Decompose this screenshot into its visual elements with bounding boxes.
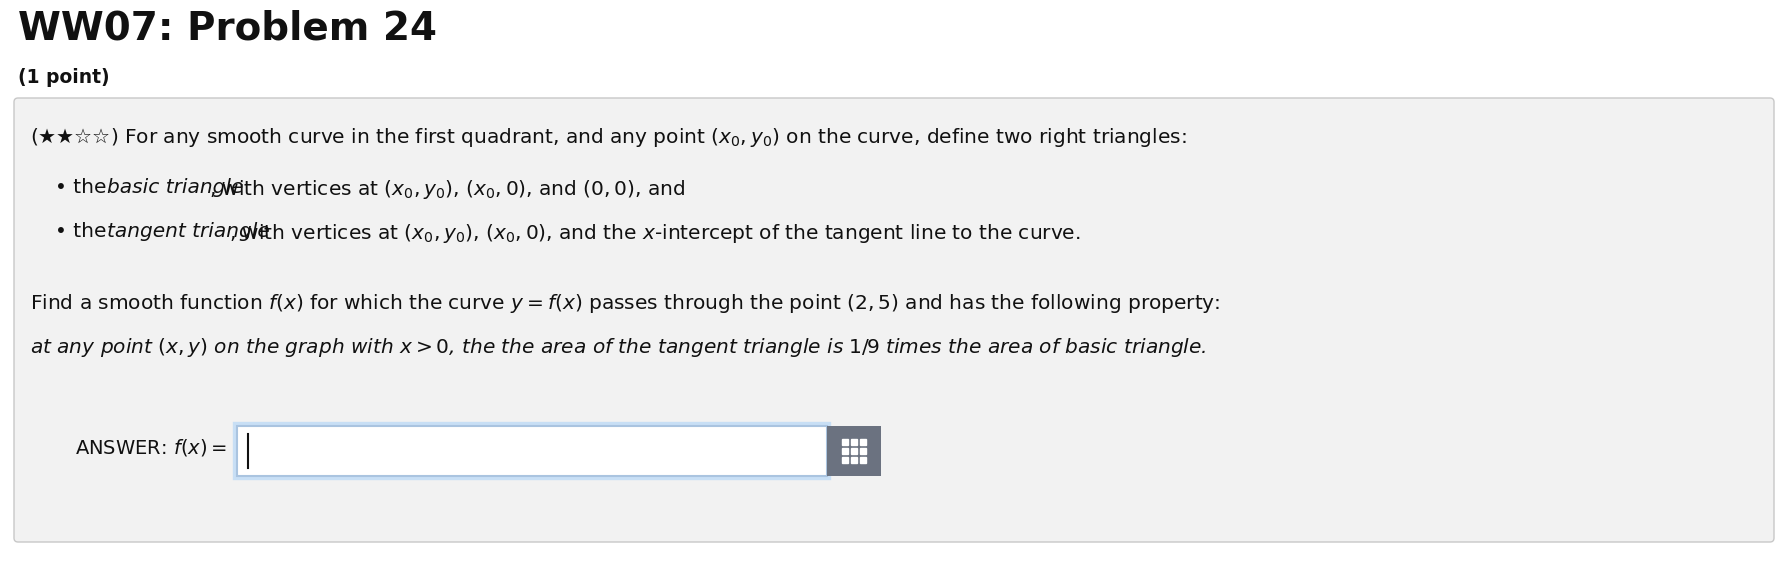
Text: ANSWER: $f(x) =$: ANSWER: $f(x) =$ [75, 438, 227, 459]
Text: Find a smooth function $f(x)$ for which the curve $y = f(x)$ passes through the : Find a smooth function $f(x)$ for which … [30, 292, 1221, 315]
Text: basic triangle: basic triangle [107, 178, 243, 197]
FancyBboxPatch shape [14, 98, 1774, 542]
FancyBboxPatch shape [238, 426, 828, 476]
Text: (★★☆☆) For any smooth curve in the first quadrant, and any point $(x_0, y_0)$ on: (★★☆☆) For any smooth curve in the first… [30, 126, 1187, 149]
Text: at any point $(x, y)$ on the graph with $x > 0$, the the area of the tangent tri: at any point $(x, y)$ on the graph with … [30, 336, 1207, 359]
Text: WW07: Problem 24: WW07: Problem 24 [18, 10, 436, 48]
Text: • the: • the [55, 178, 113, 197]
Text: (1 point): (1 point) [18, 68, 109, 87]
Text: tangent triangle: tangent triangle [107, 222, 270, 241]
Text: , with vertices at $(x_0, y_0)$, $(x_0, 0)$, and the $x$-intercept of the tangen: , with vertices at $(x_0, y_0)$, $(x_0, … [229, 222, 1080, 245]
Text: , with vertices at $(x_0, y_0)$, $(x_0, 0)$, and $(0, 0)$, and: , with vertices at $(x_0, y_0)$, $(x_0, … [209, 178, 685, 201]
Text: • the: • the [55, 222, 113, 241]
FancyBboxPatch shape [238, 426, 828, 476]
Bar [828, 426, 881, 476]
